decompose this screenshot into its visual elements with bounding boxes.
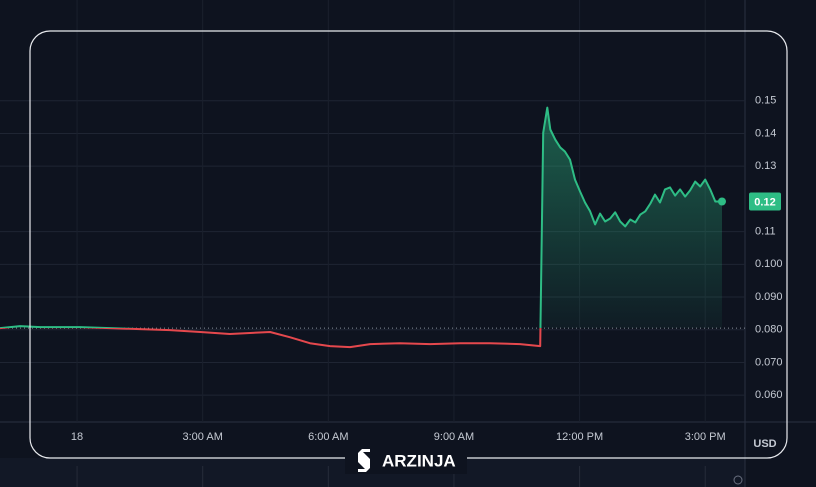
logo-icon xyxy=(358,449,370,472)
settings-icon xyxy=(733,475,743,485)
y-unit: USD xyxy=(753,438,776,450)
x-tick-label: 6:00 AM xyxy=(308,431,348,443)
y-tick-label: 0.060 xyxy=(755,389,783,401)
y-tick-label: 0.070 xyxy=(755,356,783,368)
y-tick-label: 0.080 xyxy=(755,324,783,336)
x-tick-label: 3:00 AM xyxy=(183,431,223,443)
y-tick-label: 0.100 xyxy=(755,258,783,270)
price-line xyxy=(0,106,722,349)
y-tick-label: 0.15 xyxy=(755,95,776,107)
y-tick-label: 0.11 xyxy=(755,226,776,238)
y-tick-label: 0.090 xyxy=(755,291,783,303)
watermark: ARZINJA xyxy=(382,451,456,470)
price-badge-label: 0.12 xyxy=(754,196,775,208)
x-tick-label: 9:00 AM xyxy=(434,431,474,443)
y-tick-label: 0.14 xyxy=(755,127,776,139)
x-tick-label: 12:00 PM xyxy=(556,431,603,443)
plot xyxy=(0,0,745,487)
area-fill xyxy=(0,107,722,329)
x-tick-label: 18 xyxy=(71,431,83,443)
y-tick-label: 0.13 xyxy=(755,160,776,172)
price-badge xyxy=(749,192,781,211)
x-tick-label: 3:00 PM xyxy=(685,431,726,443)
last-point xyxy=(717,197,726,206)
